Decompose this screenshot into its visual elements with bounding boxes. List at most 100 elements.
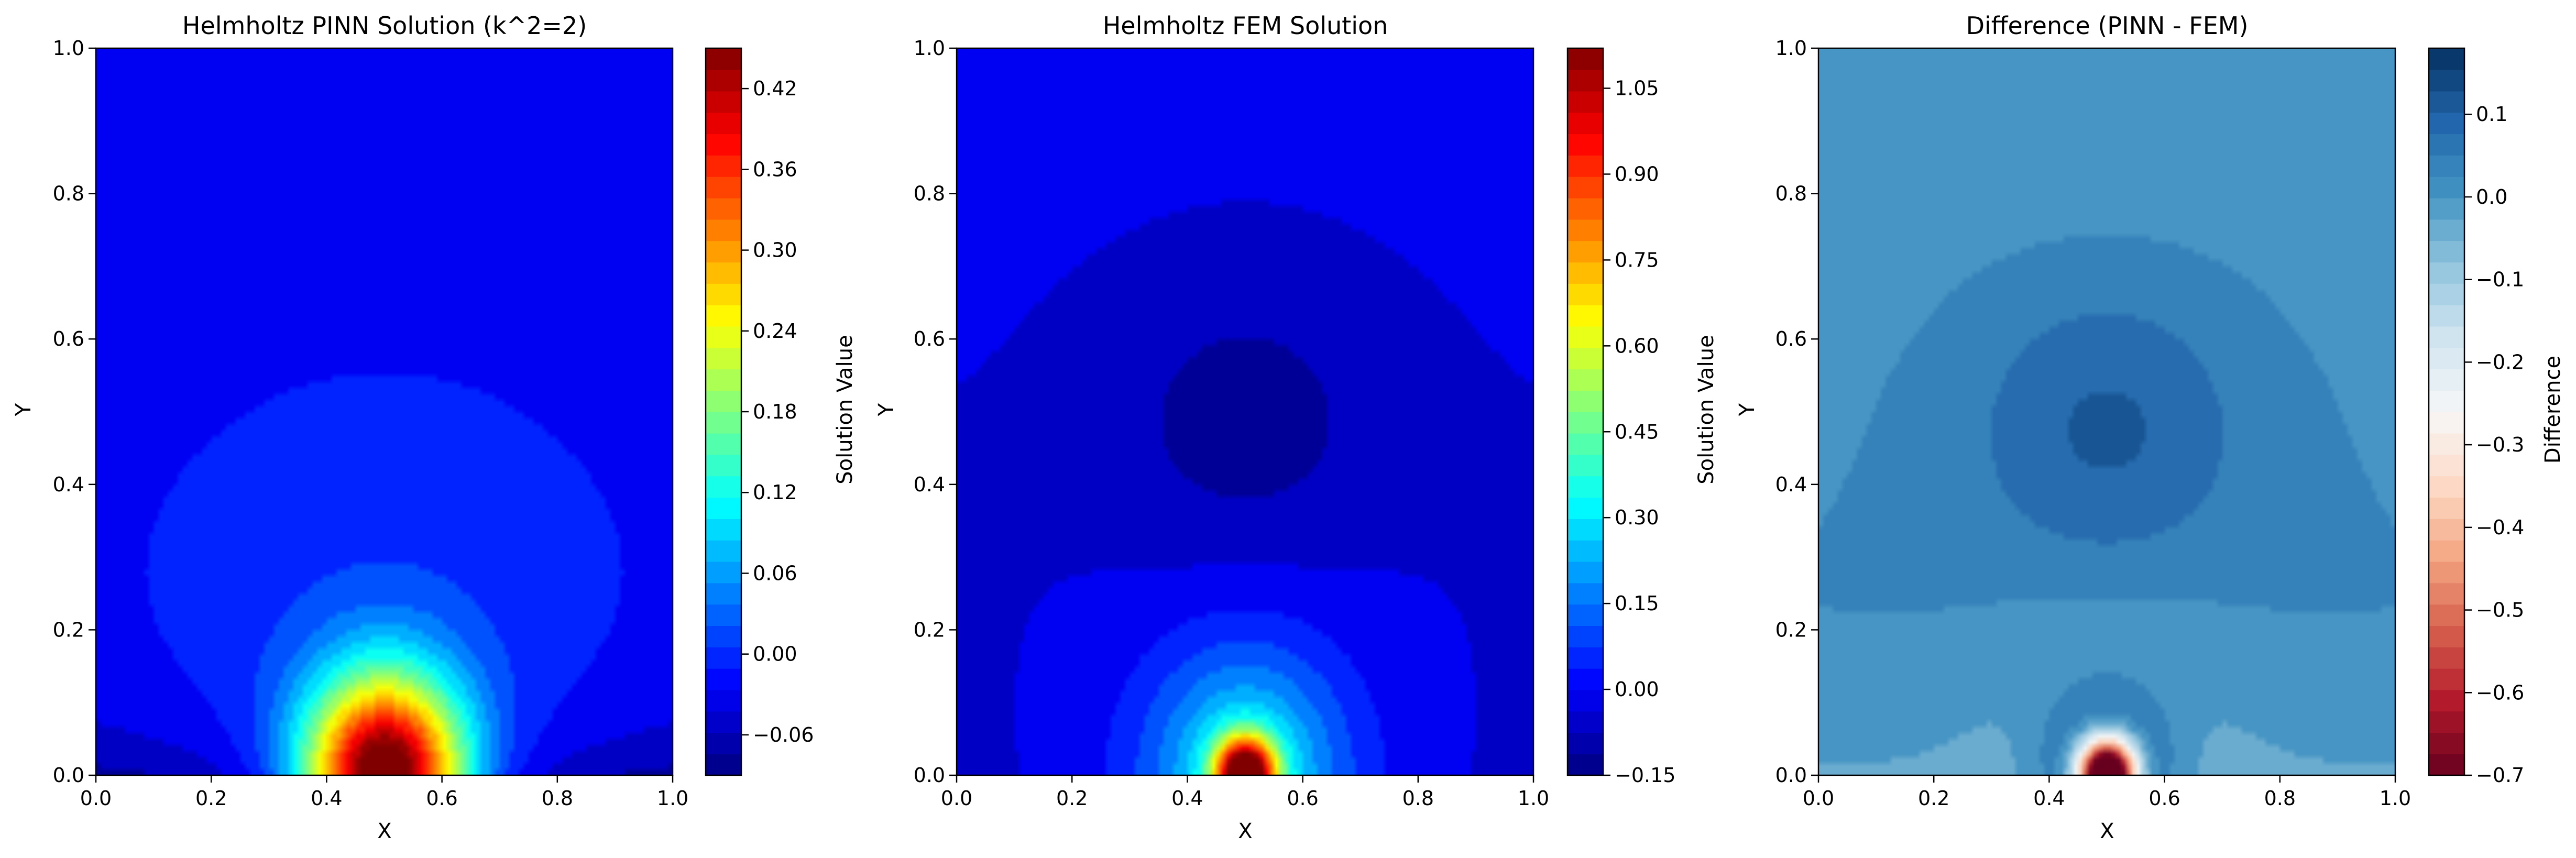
colorbar-tick-label: 0.12 [753,481,797,504]
colorbar-band [1567,326,1603,348]
colorbar-band [1567,390,1603,412]
x-tick-label: 0.0 [941,787,972,810]
colorbar-band [2429,647,2464,669]
x-tick-label: 0.8 [542,787,573,810]
plot-frame [1817,47,2396,776]
colorbar-band [1567,561,1603,584]
y-axis-label: Y [12,403,36,416]
heatmap-field [1818,48,2395,775]
colorbar-band [1567,433,1603,455]
colorbar-tick-label: 0.15 [1615,592,1659,615]
colorbar-tick-label: 0.30 [1615,506,1659,529]
colorbar-band [706,240,741,263]
y-tick-label: 1.0 [1775,37,1807,60]
colorbar-band [2429,561,2464,584]
colorbar-band [1567,668,1603,690]
colorbar-band [2429,155,2464,177]
colorbar-band [1567,497,1603,519]
colorbar-tick-label: −0.6 [2476,681,2524,704]
colorbar-band [2429,625,2464,647]
colorbar-tick-label: 0.06 [753,562,797,585]
y-tick-label: 0.0 [1775,764,1807,787]
x-tick-label: 0.2 [1056,787,1088,810]
colorbar-frame [1566,47,1604,776]
colorbar-band [706,433,741,455]
colorbar-band [2429,754,2464,776]
colorbar-tick-label: −0.7 [2476,764,2524,787]
y-tick-label: 0.2 [914,618,945,641]
y-tick-label: 0.4 [53,473,84,496]
colorbar-band [2429,240,2464,263]
colorbar-band [2429,732,2464,754]
colorbar-band [706,625,741,647]
colorbar-band [706,540,741,562]
colorbar-band [706,497,741,519]
x-tick-label: 1.0 [657,787,688,810]
colorbar-band [1567,754,1603,776]
colorbar-band [2429,497,2464,519]
colorbar-band [2429,454,2464,477]
colorbar-tick-label: 0.30 [753,239,797,262]
x-tick-label: 0.6 [2149,787,2180,810]
colorbar-band [706,711,741,733]
colorbar-band [1567,582,1603,605]
y-tick-label: 0.4 [914,473,945,496]
colorbar-band [2429,433,2464,455]
colorbar-band [2429,582,2464,605]
x-tick-label: 0.0 [1803,787,1834,810]
colorbar-tick-label: −0.5 [2476,599,2524,622]
heatmap-field [957,48,1533,775]
colorbar-band [706,668,741,690]
colorbar-band [706,604,741,626]
colorbar-band [706,347,741,370]
colorbar-tick-label: −0.06 [753,723,814,746]
colorbar-band [2429,219,2464,241]
colorbar-band [1567,91,1603,113]
colorbar-frame [2428,47,2465,776]
colorbar-tick-label: 0.36 [753,158,797,181]
colorbar-band [706,91,741,113]
colorbar-band [1567,604,1603,626]
panel-pinn: Helmholtz PINN Solution (k^2=2) X Y Solu… [12,12,857,843]
x-tick-label: 0.0 [80,787,112,810]
x-tick-label: 0.2 [195,787,227,810]
colorbar-tick-label: 0.24 [753,320,797,343]
colorbar-tick-label: −0.1 [2476,268,2524,291]
colorbar-band [1567,732,1603,754]
y-tick-label: 0.8 [914,182,945,205]
plot-frame [95,47,674,776]
colorbar-band [2429,689,2464,712]
colorbar-band [706,326,741,348]
colorbar-band [2429,326,2464,348]
colorbar-band [706,48,741,70]
colorbar-band [1567,647,1603,669]
colorbar-band [706,369,741,391]
y-tick-label: 0.6 [1775,327,1807,350]
colorbar-band [1567,689,1603,712]
colorbar-tick-label: 0.1 [2476,103,2507,126]
x-tick-label: 0.4 [2033,787,2065,810]
colorbar-band [706,304,741,327]
colorbar-band [2429,91,2464,113]
colorbar-band [1567,197,1603,220]
colorbar-band [2429,134,2464,156]
colorbar-band [706,219,741,241]
colorbar-band [706,476,741,498]
colorbar-band [1567,176,1603,199]
colorbar-band [1567,412,1603,434]
colorbar-label: Difference [2541,356,2565,464]
colorbar-band [706,390,741,412]
colorbar-band [2429,283,2464,305]
plot-frame [956,47,1534,776]
colorbar-band [2429,604,2464,626]
colorbar-tick-label: −0.15 [1615,764,1675,787]
colorbar-tick-label: 0.0 [2476,185,2507,208]
colorbar-band [1567,476,1603,498]
y-tick-label: 0.2 [1775,618,1807,641]
colorbar-band [706,647,741,669]
colorbar-band [2429,69,2464,92]
colorbar-band [1567,48,1603,70]
colorbar-band [706,197,741,220]
x-tick-label: 1.0 [1518,787,1549,810]
